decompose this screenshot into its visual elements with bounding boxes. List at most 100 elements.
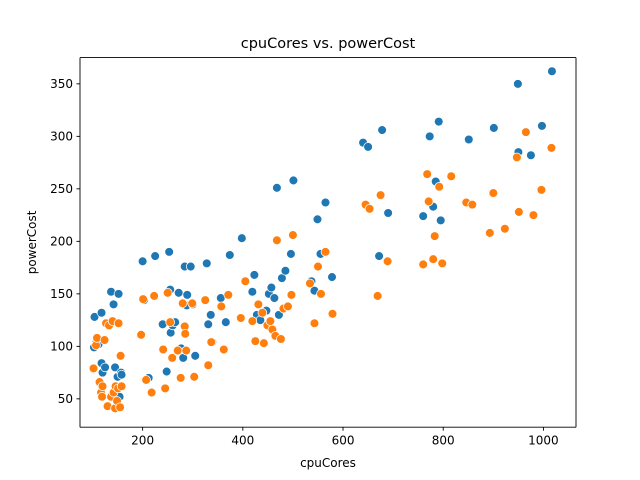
data-point	[175, 373, 186, 383]
data-point	[182, 290, 192, 300]
data-point	[429, 231, 440, 241]
data-point	[113, 289, 124, 299]
data-point	[364, 204, 375, 214]
data-point	[320, 197, 331, 208]
data-point	[464, 134, 474, 145]
data-point	[249, 270, 260, 280]
data-point	[203, 360, 214, 371]
x-tick-label: 600	[332, 434, 355, 448]
data-point	[272, 235, 282, 246]
ticks-layer: 200 400 600 800 1000 50 100 150 200 250 300 350	[50, 77, 559, 448]
data-point	[374, 251, 384, 261]
y-tick-label: 200	[50, 235, 73, 249]
data-point	[219, 344, 229, 355]
data-point	[513, 79, 523, 89]
data-point	[313, 261, 323, 272]
data-point	[100, 362, 110, 373]
data-point	[272, 183, 282, 193]
data-point	[536, 185, 547, 195]
data-point	[115, 402, 125, 413]
data-point	[225, 250, 235, 260]
data-point	[141, 375, 151, 385]
data-point	[500, 223, 510, 234]
data-point	[237, 233, 247, 243]
data-point	[485, 228, 495, 238]
data-point	[435, 215, 446, 226]
data-point	[446, 171, 457, 182]
data-point	[547, 66, 557, 77]
data-point	[526, 150, 536, 161]
data-point	[375, 190, 386, 200]
data-point	[97, 381, 108, 392]
data-point	[158, 344, 168, 355]
data-point	[382, 256, 393, 267]
data-point	[205, 310, 216, 320]
data-point	[257, 307, 268, 318]
x-tick-label: 400	[231, 434, 254, 448]
data-point	[167, 353, 177, 363]
x-tick-label: 1000	[528, 434, 559, 448]
data-point	[467, 199, 478, 210]
data-point	[423, 196, 434, 207]
x-tick-label: 200	[131, 434, 154, 448]
data-point	[97, 391, 107, 402]
data-point	[146, 387, 157, 398]
data-point	[316, 289, 326, 299]
data-point	[383, 208, 393, 218]
data-point	[512, 152, 522, 163]
data-point	[528, 210, 539, 220]
chart-title: cpuCores vs. powerCost	[241, 36, 416, 52]
data-point	[138, 294, 148, 304]
data-point	[150, 251, 160, 261]
data-point	[180, 328, 190, 339]
data-point	[162, 288, 173, 298]
data-point	[312, 214, 323, 225]
data-point	[136, 330, 146, 340]
data-point	[286, 290, 297, 300]
data-point	[424, 131, 435, 142]
data-point	[250, 336, 261, 346]
data-point	[164, 247, 174, 257]
y-tick-label: 100	[50, 340, 73, 354]
y-tick-label: 50	[58, 392, 73, 406]
data-point	[276, 334, 286, 344]
data-point	[253, 299, 264, 310]
y-tick-label: 350	[50, 77, 73, 91]
data-point	[521, 127, 531, 137]
data-point	[160, 383, 170, 394]
data-point	[177, 298, 188, 309]
data-point	[372, 291, 383, 301]
data-point	[96, 307, 107, 318]
y-tick-label: 250	[50, 182, 73, 196]
data-point	[221, 317, 231, 327]
points-layer	[88, 66, 557, 414]
data-point	[187, 298, 198, 309]
data-point	[418, 211, 428, 221]
data-point	[288, 175, 299, 186]
data-point	[236, 313, 246, 323]
data-point	[223, 290, 234, 300]
data-point	[161, 366, 172, 377]
data-point	[189, 372, 200, 382]
data-point	[377, 125, 387, 135]
y-tick-label: 300	[50, 130, 73, 144]
data-point	[165, 317, 175, 327]
data-point	[99, 335, 110, 345]
x-tick-label: 800	[432, 434, 455, 448]
data-point	[434, 181, 444, 192]
data-point	[327, 272, 337, 282]
data-point	[418, 259, 428, 270]
data-point	[116, 381, 127, 392]
data-point	[185, 261, 196, 272]
data-point	[173, 288, 184, 298]
data-point	[110, 362, 120, 373]
data-point	[88, 363, 99, 374]
data-point	[266, 282, 277, 293]
data-point	[489, 123, 499, 133]
data-point	[488, 188, 499, 198]
data-point	[433, 116, 444, 127]
data-point	[203, 319, 214, 330]
data-point	[327, 309, 338, 319]
data-point	[363, 142, 373, 152]
